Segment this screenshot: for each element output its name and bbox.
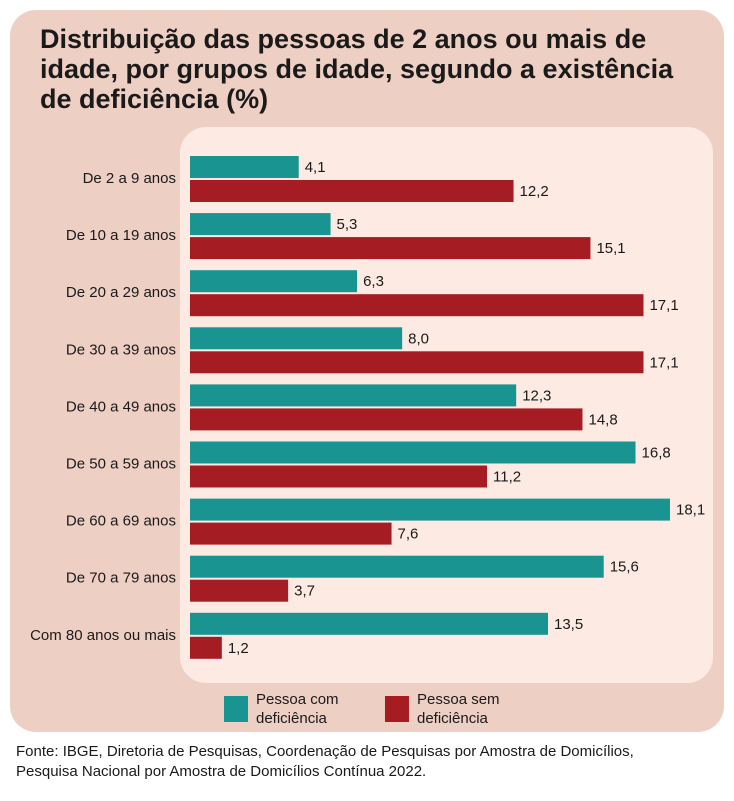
source-line-2: Pesquisa Nacional por Amostra de Domicíl…: [16, 763, 427, 780]
bar-sem-deficiencia: [190, 351, 644, 374]
value-label: 1,2: [228, 640, 249, 657]
value-label: 8,0: [408, 330, 429, 347]
category-label: De 60 a 69 anos: [66, 513, 176, 530]
bar-com-deficiencia: [190, 441, 636, 464]
bar-com-deficiencia: [190, 498, 670, 521]
legend-item-com-deficiencia: Pessoa com deficiência: [224, 690, 376, 728]
value-label: 17,1: [649, 354, 678, 371]
value-label: 12,3: [522, 387, 551, 404]
source-note: Fonte: IBGE, Diretoria de Pesquisas, Coo…: [16, 742, 726, 782]
value-label: 18,1: [676, 502, 705, 519]
bar-sem-deficiencia: [190, 636, 222, 659]
legend-label-sem-deficiencia: Pessoa sem deficiência: [417, 691, 500, 727]
value-label: 5,3: [337, 216, 358, 233]
source-line-1: Fonte: IBGE, Diretoria de Pesquisas, Coo…: [16, 743, 634, 760]
bar-sem-deficiencia: [190, 579, 289, 602]
value-label: 11,2: [493, 468, 521, 485]
bar-sem-deficiencia: [190, 180, 514, 202]
legend-swatch-red: [385, 696, 409, 722]
bar-com-deficiencia: [190, 612, 549, 635]
bar-sem-deficiencia: [190, 237, 591, 260]
category-label: De 20 a 29 anos: [66, 284, 176, 301]
value-label: 7,6: [398, 526, 419, 543]
chart-title: Distribuição das pessoas de 2 anos ou ma…: [40, 24, 674, 114]
bar-sem-deficiencia: [190, 465, 488, 488]
category-label: De 10 a 19 anos: [66, 227, 176, 244]
value-label: 6,3: [363, 273, 384, 290]
value-label: 17,1: [649, 297, 678, 314]
value-label: 16,8: [642, 444, 671, 461]
bar-com-deficiencia: [190, 555, 604, 578]
legend-item-sem-deficiencia: Pessoa sem deficiência: [385, 690, 537, 728]
value-label: 12,2: [520, 183, 549, 200]
value-label: 14,8: [588, 411, 617, 428]
bar-sem-deficiencia: [190, 408, 583, 431]
bar-com-deficiencia: [190, 384, 517, 407]
category-label: De 2 a 9 anos: [83, 170, 176, 187]
bar-com-deficiencia: [190, 270, 358, 293]
bar-com-deficiencia: [190, 327, 403, 350]
bar-com-deficiencia: [190, 156, 299, 178]
value-label: 15,6: [610, 559, 639, 576]
bar-sem-deficiencia: [190, 294, 644, 317]
category-label: De 70 a 79 anos: [66, 570, 176, 587]
category-label: De 50 a 59 anos: [66, 455, 176, 472]
legend-label-com-deficiencia: Pessoa com deficiência: [256, 691, 339, 727]
category-label: Com 80 anos ou mais: [30, 627, 176, 644]
bar-chart: De 2 a 9 anos 4,1 12,2 De 10 a 19 anos 5,3 15…: [30, 156, 705, 659]
value-label: 4,1: [305, 159, 326, 176]
bar-com-deficiencia: [190, 213, 331, 236]
legend-swatch-teal: [224, 696, 248, 722]
value-label: 3,7: [294, 583, 315, 600]
category-label: De 30 a 39 anos: [66, 341, 176, 358]
legend: Pessoa com deficiência Pessoa sem defici…: [0, 690, 734, 730]
value-label: 13,5: [554, 616, 583, 633]
category-label: De 40 a 49 anos: [66, 398, 176, 415]
bar-sem-deficiencia: [190, 522, 392, 545]
value-label: 15,1: [596, 240, 625, 257]
